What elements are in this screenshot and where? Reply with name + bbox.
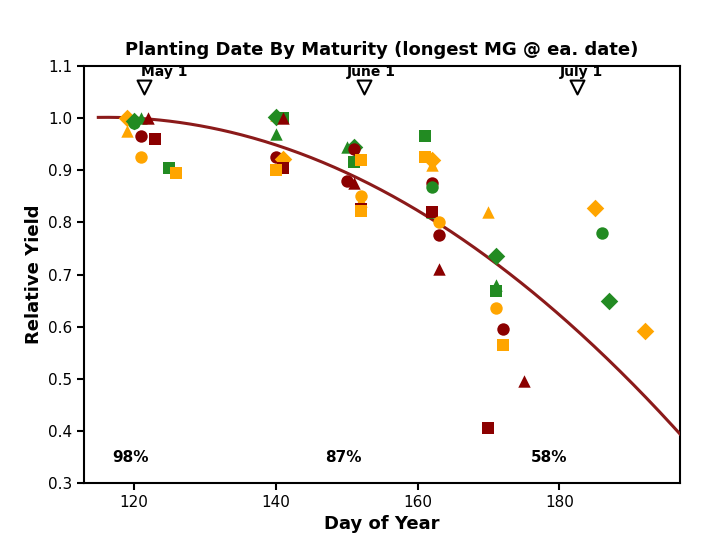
Point <box>433 231 444 240</box>
Point <box>433 265 444 274</box>
Point <box>270 111 281 120</box>
Point <box>355 192 367 201</box>
Point <box>355 155 367 164</box>
Point <box>270 113 281 121</box>
Text: May 1: May 1 <box>141 65 187 79</box>
Point <box>270 166 281 175</box>
Point <box>128 116 139 125</box>
Point <box>604 296 615 305</box>
Point <box>171 169 182 177</box>
Point <box>483 208 494 216</box>
Point <box>497 325 508 334</box>
Point <box>597 228 608 237</box>
Point <box>490 252 501 261</box>
Point <box>419 132 430 141</box>
Point <box>348 179 360 188</box>
Text: 87%: 87% <box>325 450 362 465</box>
Title: Planting Date By Maturity (longest MG @ ea. date): Planting Date By Maturity (longest MG @ … <box>125 41 639 59</box>
Point <box>518 377 529 386</box>
Point <box>348 158 360 167</box>
Point <box>128 119 139 128</box>
Text: June 1: June 1 <box>346 65 395 79</box>
Point <box>571 82 583 91</box>
Point <box>639 327 650 335</box>
Point <box>341 142 352 151</box>
Text: 58%: 58% <box>531 450 568 465</box>
Text: 98%: 98% <box>112 450 149 465</box>
Point <box>355 206 367 215</box>
Point <box>149 135 161 143</box>
Point <box>163 163 175 172</box>
Point <box>426 179 437 188</box>
Point <box>426 208 437 216</box>
Point <box>341 176 352 185</box>
Point <box>419 153 430 161</box>
Point <box>355 197 367 206</box>
Point <box>270 130 281 138</box>
Point <box>490 304 501 313</box>
Point <box>348 145 360 154</box>
Point <box>142 114 154 122</box>
Point <box>355 205 367 214</box>
Point <box>121 127 132 136</box>
Point <box>497 340 508 349</box>
Point <box>426 182 437 191</box>
X-axis label: Day of Year: Day of Year <box>325 516 440 534</box>
Point <box>139 82 150 91</box>
Point <box>483 424 494 433</box>
Y-axis label: Relative Yield: Relative Yield <box>25 205 43 344</box>
Point <box>277 114 288 122</box>
Point <box>426 161 437 170</box>
Point <box>277 114 288 122</box>
Point <box>277 154 288 163</box>
Point <box>426 208 437 216</box>
Point <box>121 114 132 122</box>
Point <box>433 218 444 227</box>
Point <box>270 153 281 161</box>
Point <box>359 82 370 91</box>
Point <box>490 287 501 295</box>
Point <box>590 203 601 212</box>
Text: July 1: July 1 <box>559 65 603 79</box>
Point <box>490 281 501 289</box>
Point <box>135 153 147 161</box>
Point <box>277 163 288 172</box>
Point <box>348 142 360 151</box>
Point <box>426 155 437 164</box>
Point <box>135 114 147 122</box>
Point <box>135 132 147 141</box>
